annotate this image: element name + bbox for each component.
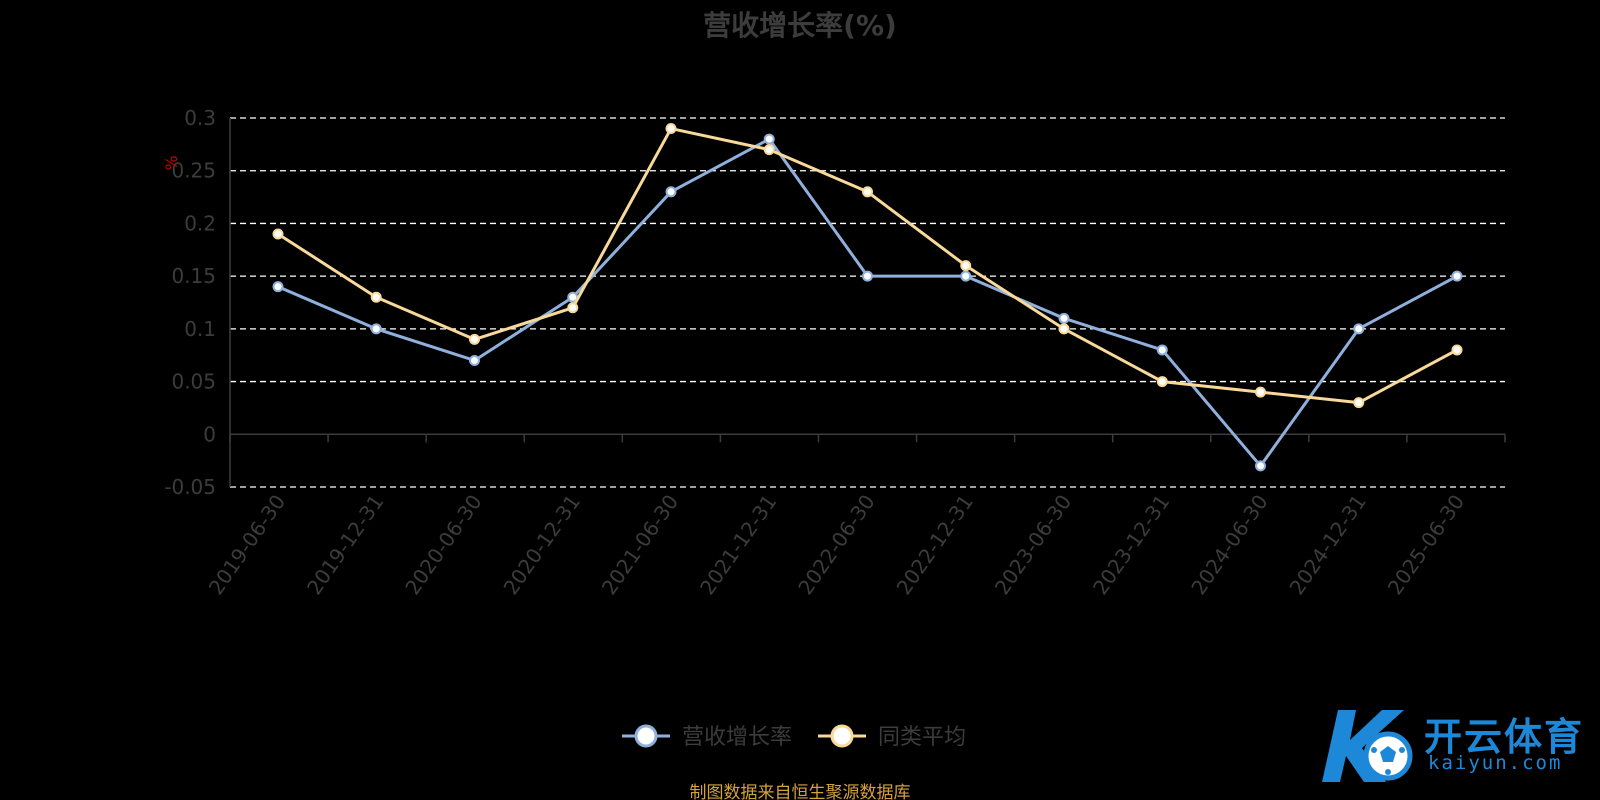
data-point[interactable] bbox=[763, 144, 775, 156]
data-point[interactable] bbox=[763, 133, 775, 145]
axes: 0.30.250.20.150.10.050-0.05%2019-06-30 20… bbox=[162, 106, 1506, 599]
chart-title: 营收增长率(%) bbox=[703, 9, 897, 42]
x-tick-label: 2022-12-31 bbox=[892, 490, 978, 599]
data-point[interactable] bbox=[1156, 344, 1168, 356]
legend[interactable]: 营收增长率 同类平均 bbox=[622, 724, 966, 750]
brand-logo: 开云体育 kaiyun.com bbox=[1312, 700, 1592, 790]
y-axis-unit-label: % bbox=[162, 155, 181, 170]
data-point[interactable] bbox=[960, 270, 972, 282]
x-tick-label: 2020-06-30 bbox=[400, 490, 486, 599]
data-point[interactable] bbox=[1451, 270, 1463, 282]
data-point[interactable] bbox=[862, 186, 873, 198]
data-point[interactable] bbox=[370, 291, 382, 303]
data-point[interactable] bbox=[469, 333, 480, 345]
x-tick-label: 2023-12-31 bbox=[1088, 490, 1174, 599]
x-tick-label: 2023-06-30 bbox=[990, 490, 1076, 599]
y-tick-label: 0.2 bbox=[184, 211, 216, 235]
y-tick-label: -0.05 bbox=[164, 475, 216, 499]
data-point[interactable] bbox=[469, 354, 480, 366]
k-ball-logo-icon bbox=[1322, 710, 1413, 782]
gridlines bbox=[230, 117, 1505, 488]
y-tick-label: 0.3 bbox=[184, 106, 216, 130]
x-tick-label: 2025-06-30 bbox=[1383, 490, 1469, 599]
x-tick-label: 2022-06-30 bbox=[793, 490, 879, 599]
x-tick-label: 2019-06-30 bbox=[204, 490, 290, 599]
data-point[interactable] bbox=[665, 186, 677, 198]
data-point[interactable] bbox=[567, 302, 579, 314]
data-point[interactable] bbox=[1156, 376, 1168, 388]
data-point[interactable] bbox=[1255, 460, 1266, 472]
data-point[interactable] bbox=[1058, 312, 1070, 324]
y-tick-label: 0.1 bbox=[184, 317, 216, 341]
series-lines bbox=[272, 123, 1463, 472]
x-tick-label: 2020-12-31 bbox=[499, 490, 585, 599]
logo-url: kaiyun.com bbox=[1428, 752, 1563, 774]
data-point[interactable] bbox=[272, 281, 284, 293]
legend-label: 同类平均 bbox=[878, 725, 966, 750]
data-point[interactable] bbox=[1451, 344, 1463, 356]
x-tick-label: 2024-12-31 bbox=[1285, 490, 1371, 599]
data-point[interactable] bbox=[960, 260, 972, 272]
legend-label: 营收增长率 bbox=[682, 725, 792, 750]
legend-item-2[interactable]: 同类平均 bbox=[818, 724, 966, 750]
x-tick-label: 2021-06-30 bbox=[597, 490, 683, 599]
data-point[interactable] bbox=[1255, 386, 1266, 398]
legend-swatch-marker bbox=[830, 724, 854, 748]
data-point[interactable] bbox=[665, 123, 677, 135]
y-tick-label: 0.15 bbox=[171, 264, 216, 288]
logo-name: 开云体育 bbox=[1424, 715, 1585, 759]
series-line-2 bbox=[277, 127, 1458, 405]
source-note: 制图数据来自恒生聚源数据库 bbox=[689, 783, 911, 800]
y-tick-label: 0 bbox=[203, 422, 216, 446]
data-point[interactable] bbox=[862, 270, 873, 282]
x-tick-label: 2024-06-30 bbox=[1186, 490, 1272, 599]
legend-swatch-marker bbox=[634, 724, 658, 748]
data-point[interactable] bbox=[1353, 323, 1365, 335]
y-tick-label: 0.05 bbox=[171, 370, 216, 394]
y-tick-label: 0.25 bbox=[171, 159, 216, 183]
x-tick-label: 2019-12-31 bbox=[302, 490, 388, 599]
data-point[interactable] bbox=[370, 323, 382, 335]
x-tick-label: 2021-12-31 bbox=[695, 490, 781, 599]
data-point[interactable] bbox=[1058, 323, 1070, 335]
data-point[interactable] bbox=[1353, 397, 1365, 409]
legend-item-1[interactable]: 营收增长率 bbox=[622, 724, 792, 750]
data-point[interactable] bbox=[272, 228, 284, 240]
